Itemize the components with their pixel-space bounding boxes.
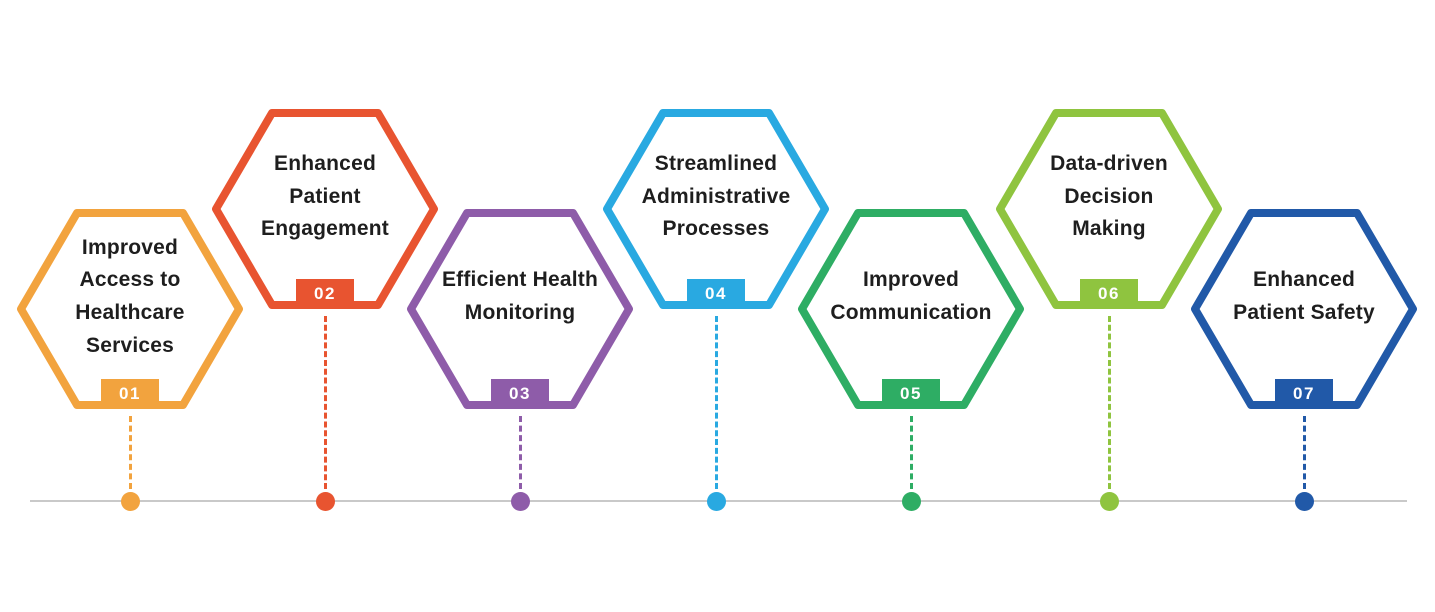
benefit-title: Improved Access to Healthcare Services <box>75 235 185 357</box>
benefit-hexagon-4: Streamlined Administrative Processes 04 <box>601 106 831 511</box>
benefit-title: Enhanced Patient Engagement <box>260 152 390 241</box>
connector-dashed-line <box>714 316 718 489</box>
benefit-title: Streamlined Administrative Processes <box>641 152 791 241</box>
timeline-dot <box>120 492 140 511</box>
hexagon-outline <box>798 209 1024 409</box>
hexagon-outline <box>212 109 438 309</box>
hexagon-outline <box>407 209 633 409</box>
hexagon-outline <box>603 109 829 309</box>
step-number-badge: 02 <box>296 279 354 309</box>
hexagon-outline <box>17 209 243 409</box>
benefit-hexagon-6: Data-driven Decision Making 06 <box>994 106 1224 511</box>
step-number-badge: 01 <box>101 379 159 409</box>
step-number-badge: 04 <box>687 279 745 309</box>
timeline-dot <box>901 492 921 511</box>
benefit-hexagon-7: Enhanced Patient Safety 07 <box>1189 206 1419 511</box>
benefit-hexagon-1: Improved Access to Healthcare Services 0… <box>15 206 245 511</box>
benefit-title: Enhanced Patient Safety <box>1233 268 1375 324</box>
step-number-badge: 07 <box>1275 379 1333 409</box>
connector-dashed-line <box>1107 316 1111 489</box>
timeline-dot <box>706 492 726 511</box>
benefit-hexagon-5: Improved Communication 05 <box>796 206 1026 511</box>
connector-dashed-line <box>323 316 327 489</box>
connector-dashed-line <box>128 416 132 489</box>
step-number-badge: 05 <box>882 379 940 409</box>
timeline-dot <box>1099 492 1119 511</box>
step-number-badge: 06 <box>1080 279 1138 309</box>
benefit-hexagon-2: Enhanced Patient Engagement 02 <box>210 106 440 511</box>
benefit-title: Improved Communication <box>830 268 992 324</box>
timeline-dot <box>1294 492 1314 511</box>
timeline-dot <box>510 492 530 511</box>
timeline-dot <box>315 492 335 511</box>
step-number-badge: 03 <box>491 379 549 409</box>
benefit-title: Data-driven Decision Making <box>1050 152 1168 241</box>
benefit-hexagon-3: Efficient Health Monitoring 03 <box>405 206 635 511</box>
hexagon-outline <box>1191 209 1417 409</box>
hexagon-outline <box>996 109 1222 309</box>
connector-dashed-line <box>909 416 913 489</box>
benefit-title: Efficient Health Monitoring <box>441 268 599 324</box>
connector-dashed-line <box>518 416 522 489</box>
connector-dashed-line <box>1302 416 1306 489</box>
